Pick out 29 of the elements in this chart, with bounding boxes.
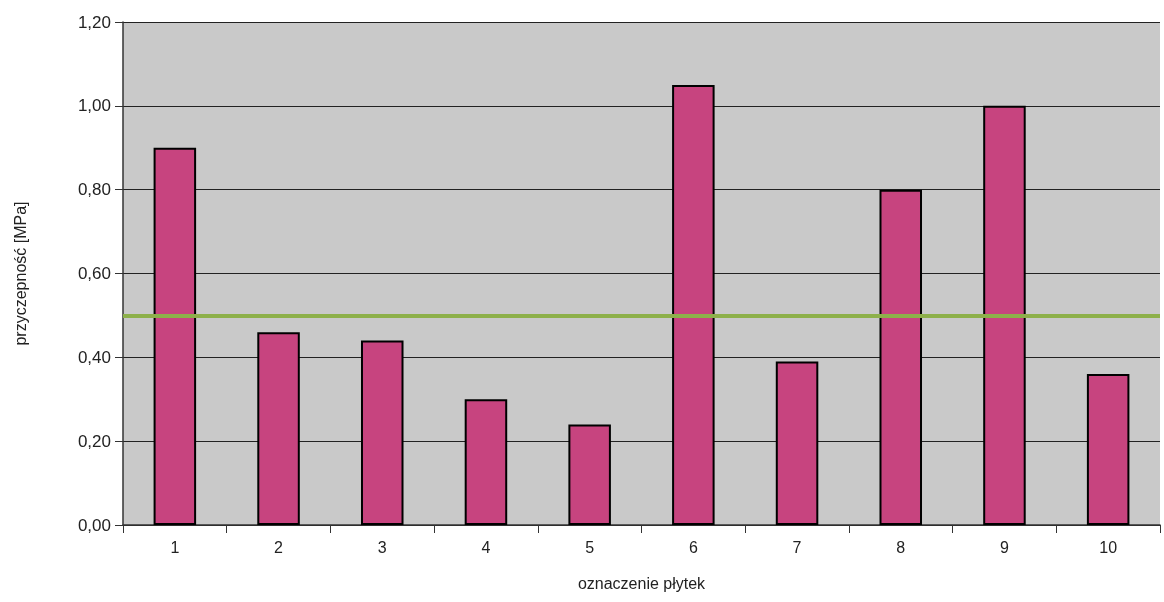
bar: [1086, 374, 1130, 525]
bar: [983, 105, 1026, 525]
x-tick-label: 4: [481, 538, 491, 556]
x-tick-label: 7: [792, 538, 802, 556]
y-tick-label: 0,40: [77, 347, 111, 367]
y-axis-title: przyczepność [MPa]: [11, 201, 29, 346]
y-tick-label: 0,80: [77, 180, 111, 200]
bar: [257, 332, 300, 525]
y-tick-label: 0,60: [77, 264, 111, 283]
x-tick-label: 5: [585, 538, 595, 556]
x-tick-label: 6: [688, 538, 698, 556]
x-tick-label: 1: [170, 538, 180, 556]
y-tick-label: 0,20: [77, 431, 111, 451]
bar: [464, 399, 508, 525]
y-tick-label: 1,00: [77, 96, 111, 116]
x-tick-label: 9: [1000, 538, 1009, 556]
bar: [672, 84, 715, 525]
bar: [153, 147, 197, 525]
bar: [775, 361, 819, 525]
bar: [360, 340, 404, 525]
x-tick-label: 3: [377, 538, 387, 556]
x-tick-label: 8: [896, 538, 906, 556]
bar: [568, 424, 611, 525]
y-tick-label: 1,20: [77, 12, 111, 32]
x-axis-title: oznaczenie płytek: [577, 574, 707, 592]
y-tick-label: 0,00: [77, 515, 111, 535]
x-tick-label: 2: [274, 538, 284, 556]
x-tick-label: 10: [1099, 538, 1118, 556]
bar: [879, 189, 923, 525]
